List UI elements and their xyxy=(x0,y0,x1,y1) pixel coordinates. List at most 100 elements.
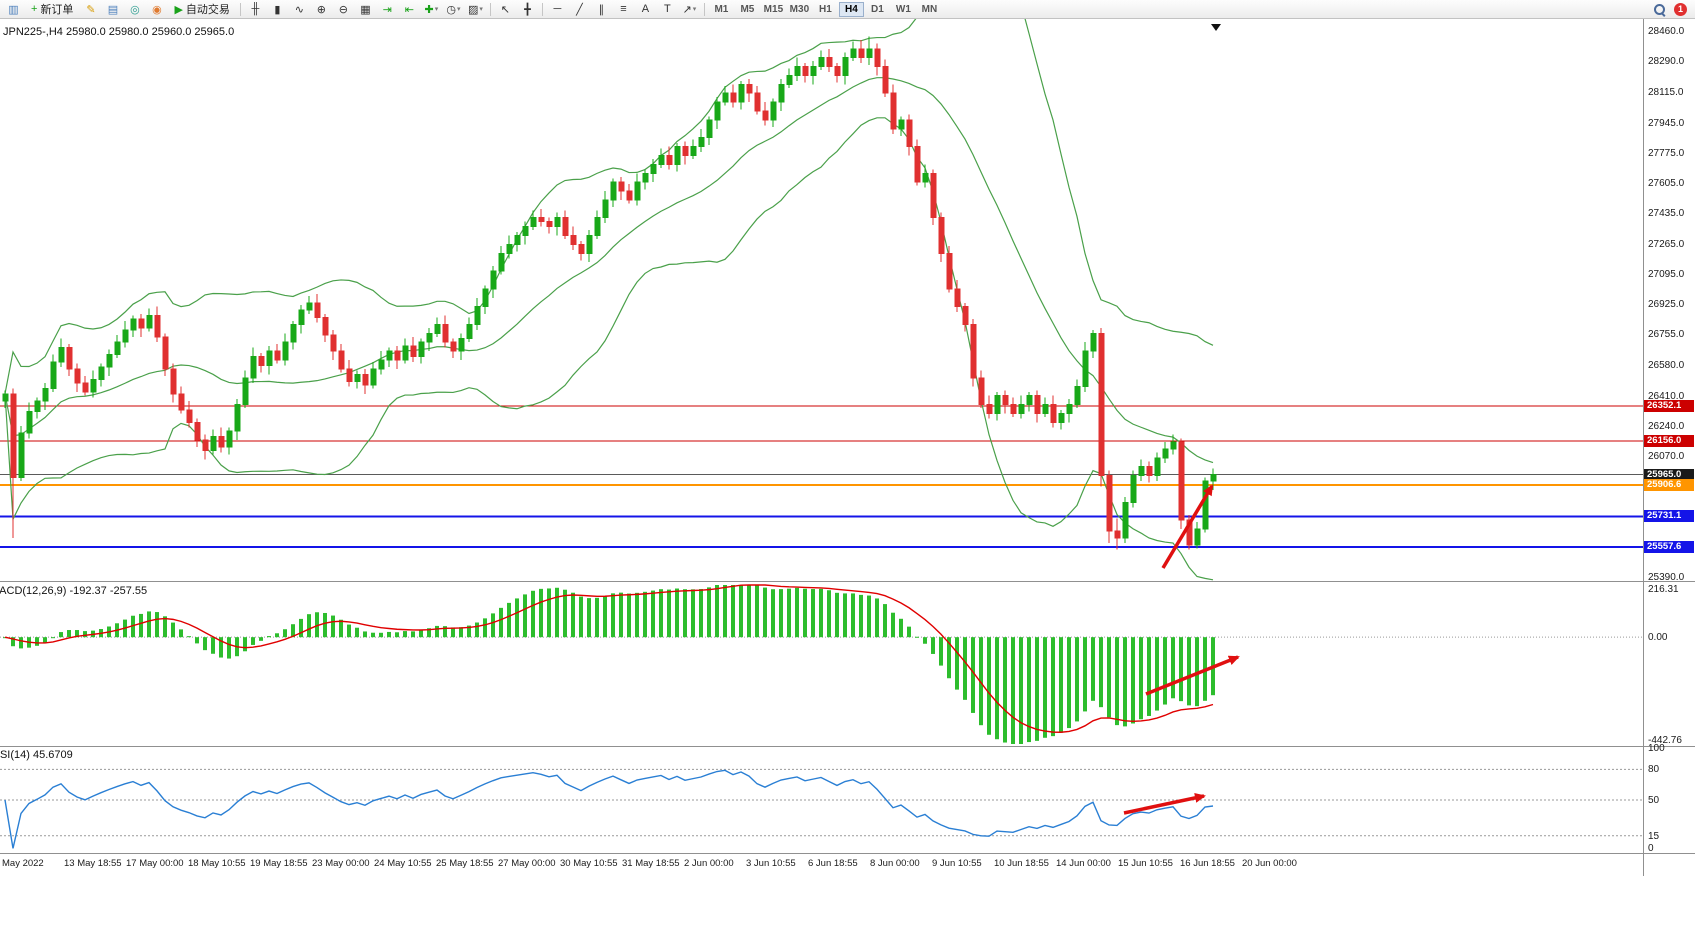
arrows-tool-icon[interactable]: ↗ ▾ xyxy=(679,1,700,17)
rsi-axis-label: 80 xyxy=(1648,764,1660,776)
time-axis-label: 6 Jun 18:55 xyxy=(808,858,858,869)
horizontal-line-icon[interactable]: ─ xyxy=(547,1,568,17)
time-axis-label: 27 May 00:00 xyxy=(498,858,556,869)
notification-badge[interactable]: 1 xyxy=(1674,2,1687,16)
toolbar-separator xyxy=(541,2,543,16)
zoom-out-icon[interactable]: ⊖ xyxy=(333,1,354,17)
time-axis-label: 18 May 10:55 xyxy=(188,858,246,869)
trend-arrow-rsi[interactable] xyxy=(1123,792,1206,815)
price-axis-label: 28460.0 xyxy=(1648,26,1685,37)
auto-scroll-icon[interactable]: ⇥ xyxy=(377,1,398,17)
search-icon[interactable] xyxy=(1653,3,1666,16)
price-level-badge: 25557.6 xyxy=(1644,541,1694,554)
toolbar-right: 1 xyxy=(1653,2,1692,16)
metaeditor-icon[interactable]: ✎ xyxy=(80,1,101,17)
fibonacci-icon[interactable]: ≡ xyxy=(613,1,634,17)
price-level-badge: 26156.0 xyxy=(1644,434,1694,447)
trendline-icon[interactable]: ╱ xyxy=(569,1,590,17)
zoom-in-icon[interactable]: ⊕ xyxy=(311,1,332,17)
crosshair-icon[interactable]: ╋ xyxy=(517,1,538,17)
rsi-axis-label: 15 xyxy=(1648,830,1660,842)
toolbar-separator xyxy=(703,2,705,16)
timeframe-m15[interactable]: M15 xyxy=(763,3,784,15)
new-order-button[interactable]: + 新订单 xyxy=(25,1,79,17)
community-icon-glyph: ◉ xyxy=(152,3,162,16)
price-axis-label: 27775.0 xyxy=(1648,147,1685,159)
timeframe-d1[interactable]: D1 xyxy=(871,3,884,15)
channel-icon[interactable]: ∥ xyxy=(591,1,612,17)
candlestick-series xyxy=(2,36,1217,550)
metaeditor-icon-glyph: ✎ xyxy=(86,3,96,16)
rsi-line xyxy=(4,769,1214,849)
autotrading-button-label: 自动交易 xyxy=(185,4,230,16)
time-axis-label: 3 Jun 10:55 xyxy=(746,858,796,869)
rsi-indicator xyxy=(0,768,1643,849)
text-tool-icon[interactable]: A xyxy=(635,1,656,17)
price-axis-label: 25390.0 xyxy=(1648,572,1685,583)
price-axis-label: 27435.0 xyxy=(1648,208,1685,220)
label-tool-icon[interactable]: T xyxy=(657,1,678,17)
chart-symbol-caption: JPN225-,H4 25980.0 25980.0 25960.0 25965… xyxy=(3,26,235,38)
fibonacci-icon-glyph: ≡ xyxy=(620,3,627,15)
periods-icon[interactable]: ◷ ▾ xyxy=(443,1,464,17)
periods-icon-glyph: ◷ xyxy=(446,3,456,16)
trend-arrow-macd[interactable] xyxy=(1145,655,1240,696)
price-axis-label: 27265.0 xyxy=(1648,238,1685,250)
chart-shift-icon-glyph: ⇤ xyxy=(404,3,415,16)
rsi-axis-label: 100 xyxy=(1648,743,1665,754)
dropdown-caret-icon: ▾ xyxy=(456,6,461,13)
time-axis-label: May 2022 xyxy=(2,858,44,869)
new-chart-icon-glyph: ▥ xyxy=(8,3,19,16)
time-axis-label: 17 May 00:00 xyxy=(126,858,184,869)
time-axis-label: 10 Jun 18:55 xyxy=(994,858,1049,869)
bollinger-upper-band xyxy=(4,19,1214,394)
macd-caption: MACD(12,26,9) -192.37 -257.55 xyxy=(0,585,148,597)
chart-shift-icon[interactable]: ⇤ xyxy=(399,1,420,17)
new-order-button-label: 新订单 xyxy=(40,4,74,16)
time-axis-label: 15 Jun 10:55 xyxy=(1118,858,1173,869)
timeframe-w1[interactable]: W1 xyxy=(895,3,911,15)
price-axis-label: 26240.0 xyxy=(1648,420,1685,432)
time-axis-label: 23 May 00:00 xyxy=(312,858,370,869)
time-axis-label: 30 May 10:55 xyxy=(560,858,618,869)
timeframe-m1[interactable]: M1 xyxy=(714,3,729,15)
price-axis[interactable]: 28460.0 28290.0 28115.0 27945.0 27775.0 27605… xyxy=(1644,19,1695,876)
time-axis[interactable]: May 2022 13 May 18:55 17 May 00:00 18 May 1… xyxy=(0,854,1643,876)
globe-icon-glyph: ◎ xyxy=(130,3,140,16)
zoom-in-icon-glyph: ⊕ xyxy=(316,3,327,16)
templates-icon[interactable]: ▨ ▾ xyxy=(465,1,486,17)
bar-chart-mode-icon[interactable]: ╫ xyxy=(245,1,266,17)
community-icon[interactable]: ◉ xyxy=(146,1,167,17)
bollinger-bands xyxy=(4,19,1214,581)
time-axis-label: 24 May 10:55 xyxy=(374,858,432,869)
trend-arrow-main[interactable] xyxy=(1161,484,1214,569)
terminal-icon[interactable]: ▤ xyxy=(102,1,123,17)
indicators-icon[interactable]: ✚ ▾ xyxy=(421,1,442,17)
timeframe-m5[interactable]: M5 xyxy=(740,3,755,15)
autotrading-button[interactable]: ▶ 自动交易 xyxy=(168,1,235,17)
time-axis-label: 2 Jun 00:00 xyxy=(684,858,734,869)
timeframe-m30[interactable]: M30 xyxy=(789,3,810,15)
line-chart-mode-icon[interactable]: ∿ xyxy=(289,1,310,17)
rsi-caption: RSI(14) 45.6709 xyxy=(0,749,73,761)
time-axis-label: 20 Jun 00:00 xyxy=(1242,858,1297,869)
text-tool-icon-glyph: A xyxy=(641,3,650,15)
price-level-badge: 25965.0 xyxy=(1644,468,1694,481)
dropdown-caret-icon: ▾ xyxy=(434,6,439,13)
time-axis-label: 31 May 18:55 xyxy=(622,858,680,869)
time-axis-label: 25 May 18:55 xyxy=(436,858,494,869)
globe-icon[interactable]: ◎ xyxy=(124,1,145,17)
new-chart-icon[interactable]: ▥ xyxy=(3,1,24,17)
macd-signal-line xyxy=(4,584,1214,733)
price-level-badge: 26352.1 xyxy=(1644,399,1694,412)
candlestick-mode-icon[interactable]: ▮ xyxy=(267,1,288,17)
timeframe-h1[interactable]: H1 xyxy=(819,3,832,15)
timeframe-mn[interactable]: MN xyxy=(921,3,938,15)
cursor-icon[interactable]: ↖ xyxy=(495,1,516,17)
new-order-button-glyph: + xyxy=(31,3,38,15)
timeframe-h4[interactable]: H4 xyxy=(838,1,864,17)
time-axis-label: 13 May 18:55 xyxy=(64,858,122,869)
tile-windows-icon[interactable]: ▦ xyxy=(355,1,376,17)
tile-windows-icon-glyph: ▦ xyxy=(360,3,371,16)
